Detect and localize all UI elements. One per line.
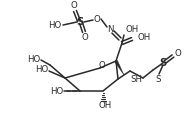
Text: S: S <box>159 58 167 68</box>
Text: O: O <box>175 49 181 57</box>
Text: SH: SH <box>130 74 142 84</box>
Polygon shape <box>115 60 124 75</box>
Text: O: O <box>99 61 105 70</box>
Text: HO: HO <box>27 55 41 65</box>
Text: HO: HO <box>50 88 63 97</box>
Text: OH: OH <box>125 26 138 34</box>
Text: O: O <box>82 32 88 41</box>
Text: N: N <box>107 26 113 34</box>
Text: OH: OH <box>137 32 150 41</box>
Text: OH: OH <box>98 101 112 109</box>
Text: O: O <box>94 14 100 24</box>
Text: S: S <box>155 74 161 84</box>
Text: S: S <box>76 17 84 27</box>
Text: HO: HO <box>48 20 62 30</box>
Text: HO: HO <box>35 65 48 74</box>
Text: O: O <box>71 1 77 11</box>
